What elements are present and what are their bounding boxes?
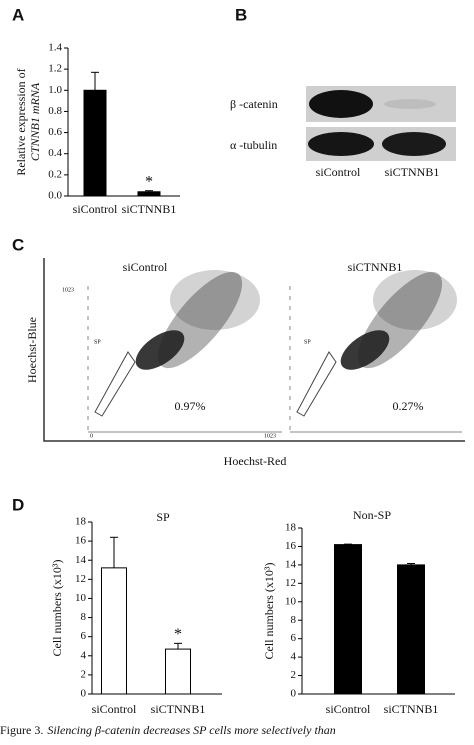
y-tick-label: 2 [81,668,87,680]
annotation: * [145,173,153,190]
x-tick-label: siCTNNB1 [151,702,206,716]
band [384,99,436,109]
y-tick-label: 4 [291,651,297,663]
chart-title: Non-SP [353,508,391,522]
percent-label: 0.97% [175,399,206,413]
y-tick-label: 14 [285,558,297,570]
chart-title: SP [156,510,170,524]
plot-title: siControl [123,260,168,274]
y-tick-label: 1.2 [48,63,62,75]
y-tick-label: 0.0 [48,190,62,202]
y-axis-label: CTNNB1 mRNA [28,82,42,161]
frame [43,258,465,442]
axis-max: 1023 [264,433,276,439]
y-tick-label: 10 [285,595,297,607]
y-tick-label: 8 [81,611,87,623]
y-axis-label: Cell numbers (x10³) [50,560,64,657]
band [382,132,446,156]
blot-lane-label: siControl [316,165,361,179]
bar [334,544,362,695]
axis-max: 1023 [62,287,74,293]
x-tick-label: siControl [73,202,118,216]
y-tick-label: 12 [285,577,296,589]
y-tick-label: 4 [81,649,87,661]
x-tick-label: siCTNNB1 [122,202,177,216]
y-tick-label: 12 [75,573,86,585]
y-tick-label: 1.4 [48,42,62,54]
plot-title: siCTNNB1 [348,260,403,274]
caption: Figure 3. Silencing β-catenin decreases S… [0,723,336,737]
y-tick-label: 8 [291,614,297,626]
y-tick-label: 0.2 [48,168,62,180]
x-tick-label: siControl [326,702,371,716]
gate-label: SP [94,339,101,345]
y-tick-label: 6 [81,630,87,642]
y-tick-label: 10 [75,592,87,604]
x-axis-label: Hoechst-Red [224,454,287,468]
y-tick-label: 0 [81,688,87,700]
percent-label: 0.27% [393,399,424,413]
y-tick-label: 16 [285,540,297,552]
y-tick-label: 16 [75,535,87,547]
caption-label: Figure 3. [0,723,43,737]
bar [137,191,161,197]
flow-panel [43,258,465,442]
y-tick-label: 0 [291,688,297,700]
gate [296,351,337,417]
bar [83,89,107,197]
band [308,132,374,156]
panel-label: D [12,495,24,514]
annotation: * [174,626,182,643]
band [309,90,373,118]
bar [397,564,425,695]
blot-lane-label: siCTNNB1 [385,165,440,179]
y-tick-label: 0.6 [48,126,62,138]
panel-label: A [12,5,24,24]
caption-text: Silencing β-catenin decreases SP cells m… [47,723,335,737]
bar [101,567,127,695]
gate-label: SP [304,339,311,345]
bar [165,648,191,695]
y-axis-label: Relative expression of [14,68,28,175]
y-tick-label: 0.4 [48,147,62,159]
y-axis-label: Hoechst-Blue [25,317,39,383]
y-tick-label: 18 [75,516,87,528]
blot [306,86,456,161]
y-tick-label: 0.8 [48,105,62,117]
x-tick-label: siControl [92,702,137,716]
y-tick-label: 2 [291,669,297,681]
y-tick-label: 6 [291,632,297,644]
y-tick-label: 14 [75,554,87,566]
panel-label: C [12,235,24,254]
x-tick-label: siCTNNB1 [384,702,439,716]
blot-row-label: α -tubulin [230,138,277,152]
y-tick-label: 18 [285,522,297,534]
dot-cloud [135,270,457,370]
y-tick-label: 1.0 [48,84,62,96]
y-axis-label: Cell numbers (x10³) [262,563,276,660]
gate [94,351,136,417]
panel-label: B [235,5,247,24]
axis-min: 0 [90,433,93,439]
blot-row-label: β -catenin [230,97,278,111]
